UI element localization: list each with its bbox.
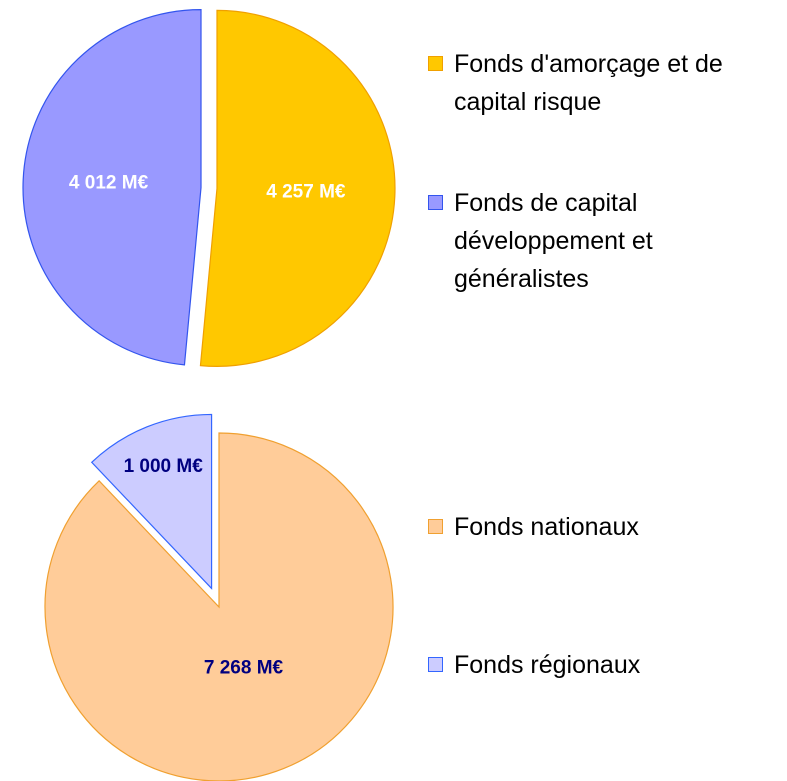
legend-swatch (428, 56, 443, 71)
legend-swatch (428, 195, 443, 210)
value-label: 7 268 M€ (204, 657, 284, 678)
legend-item: Fonds d'amorçage et de capital risque (428, 45, 768, 121)
pie-slice (44, 432, 394, 781)
legend-swatch (428, 657, 443, 672)
legend-item: Fonds nationaux (428, 508, 768, 546)
legend-item: Fonds de capital développement et généra… (428, 184, 768, 298)
value-label: 4 012 M€ (69, 172, 149, 193)
legend-label: Fonds d'amorçage et de capital risque (454, 50, 723, 116)
pie-slice (22, 9, 202, 366)
value-label: 4 257 M€ (266, 182, 346, 203)
legend-item: Fonds régionaux (428, 646, 768, 684)
value-label: 1 000 M€ (124, 456, 204, 477)
pie-slice (199, 9, 396, 367)
pie-slice (90, 413, 213, 590)
legend-label: Fonds de capital développement et généra… (454, 189, 653, 293)
legend-label: Fonds nationaux (454, 513, 639, 541)
legend-swatch (428, 519, 443, 534)
legend-label: Fonds régionaux (454, 651, 641, 679)
